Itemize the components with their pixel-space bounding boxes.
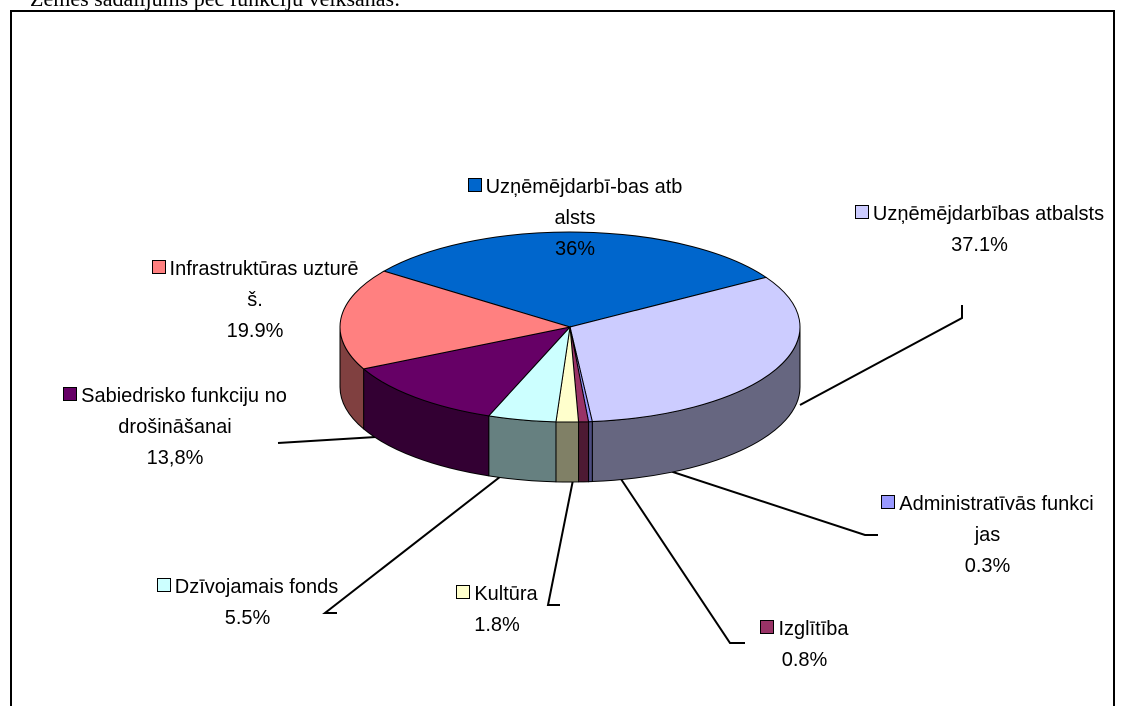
data-label: Uzņēmējdarbī-bas atbalsts 36%	[465, 172, 685, 265]
data-label: Sabiedrisko funkciju nodrošināšanai 13,8%	[60, 381, 290, 474]
data-label: Kultūra 1.8%	[432, 579, 562, 641]
pie-slice-side	[488, 415, 557, 483]
value-label: 5.5%	[224, 607, 271, 629]
category-label: Izglītība	[778, 618, 849, 640]
pie-sides	[339, 326, 801, 483]
pie-slice	[569, 276, 801, 423]
leader-lines	[277, 305, 963, 644]
leader-line	[546, 454, 579, 606]
category-label: Infrastruktūras uzturēš.	[169, 258, 359, 311]
caption: Zemes sadalījums pēc funkciju veikšanas:	[30, 0, 400, 12]
leader-line	[799, 305, 963, 406]
data-label: Izglītība 0.8%	[742, 614, 867, 676]
value-label: 37.1%	[951, 234, 1008, 256]
value-label: 0.8%	[781, 649, 828, 671]
legend-swatch	[467, 178, 482, 192]
legend-swatch	[456, 585, 471, 599]
pie-slice	[339, 270, 571, 370]
pie-slice-side	[578, 421, 590, 483]
pie-slice-side	[555, 421, 580, 483]
category-label: Uzņēmējdarbī-bas atbalsts	[485, 176, 683, 229]
value-label: 13,8%	[146, 447, 204, 469]
data-label: Uzņēmējdarbības atbalsts 37.1%	[852, 199, 1107, 261]
category-label: Dzīvojamais fonds	[174, 576, 339, 598]
value-label: 36%	[554, 238, 596, 260]
chart-frame	[10, 10, 1115, 706]
category-label: Sabiedrisko funkciju nodrošināšanai	[81, 385, 287, 438]
pie-slice	[382, 231, 768, 328]
legend-swatch	[854, 205, 869, 219]
pie-tops	[339, 231, 801, 423]
legend-swatch	[151, 260, 166, 274]
data-label: Dzīvojamais fonds 5.5%	[155, 572, 340, 634]
legend-swatch	[63, 387, 78, 401]
legend-swatch	[156, 578, 171, 592]
leader-line	[604, 454, 745, 644]
value-label: 19.9%	[226, 320, 284, 342]
value-label: 0.3%	[964, 555, 1011, 577]
category-label: Kultūra	[474, 583, 538, 605]
category-label: Administratīvās funkcijas	[899, 493, 1094, 546]
pie-slice	[362, 326, 572, 417]
leader-line	[611, 451, 878, 536]
legend-swatch	[760, 620, 775, 634]
leader-line	[322, 451, 533, 614]
legend-swatch	[881, 495, 896, 509]
pie-slice-side	[588, 421, 593, 483]
data-label: Infrastruktūras uzturēš. 19.9%	[150, 254, 360, 347]
value-label: 1.8%	[474, 614, 520, 636]
data-label: Administratīvās funkcijas 0.3%	[880, 489, 1095, 582]
category-label: Uzņēmējdarbības atbalsts	[872, 203, 1105, 225]
